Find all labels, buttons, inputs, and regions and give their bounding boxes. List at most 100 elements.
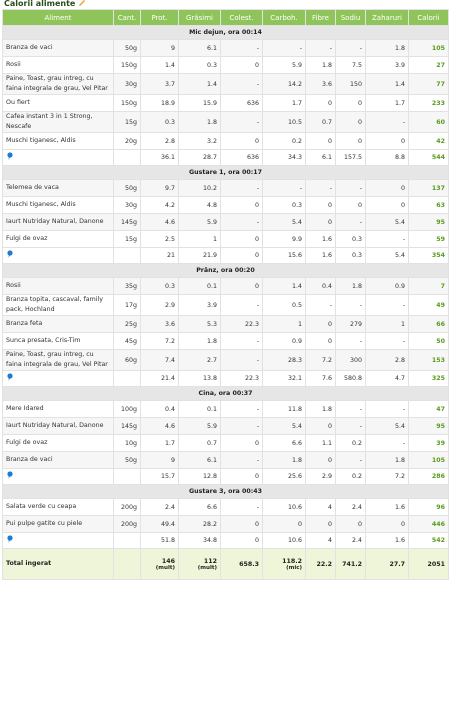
cell: 27 [408,56,449,74]
food-name: Pui pulpe gatite cu piele [2,515,114,533]
cell: 25g [113,315,141,333]
food-name: Branza de vaci [2,39,114,57]
cell: 150g [113,56,141,74]
cell: 3.6 [305,73,336,95]
cell: 145g [113,213,141,231]
cell: - [335,417,366,435]
cell: - [220,349,263,371]
table-body: Mic dejun, ora 00:14 Branza de vaci 50g 9 6.… [2,25,449,580]
cell: - [220,111,263,133]
pin-icon[interactable] [6,372,14,381]
cell: - [262,179,306,197]
cell: 233 [408,94,449,112]
total-value: 146 [161,557,175,565]
cell: 6.1 [178,39,221,57]
cell: - [335,294,366,316]
edit-icon[interactable] [78,0,86,6]
cell: 6.1 [178,451,221,469]
cell: 47 [408,400,449,418]
cell: 0 [220,230,263,248]
cell: 1.4 [365,73,409,95]
column-header: Prot. [140,9,179,26]
total-cell: 27.7 [365,548,409,580]
cell: 1.8 [335,277,366,295]
food-name: Iaurt Nutriday Natural, Danone [2,417,114,435]
cell: 4.6 [140,213,179,231]
cell: 3.7 [140,73,179,95]
cell: 100g [113,400,141,418]
cell: 0 [335,111,366,133]
section-row: Cina, ora 00:37 [2,386,449,401]
cell: - [335,179,366,197]
food-row: Cafea instant 3 in 1 Strong, Nescafe 15g 0… [2,111,449,133]
food-row: Sunca presata, Cris-Tim 45g 7.2 1.8-0.9 0- -5… [2,332,449,350]
pin-icon[interactable] [6,151,14,160]
subtotal-cell: 2.4 [335,532,366,549]
cell: 1.4 [178,73,221,95]
cell: - [335,400,366,418]
cell: 14.2 [262,73,306,95]
subtotal-cell: 15.6 [262,247,306,264]
food-row: Iaurt Nutriday Natural, Danone 145g 4.6 5.9… [2,417,449,435]
cell: 7 [408,277,449,295]
cell: 1.8 [178,111,221,133]
cell: 1.1 [305,434,336,452]
cell: 0 [365,179,409,197]
pin-icon[interactable] [6,534,14,543]
cell: 150g [113,94,141,112]
cell: 77 [408,73,449,95]
cell: - [335,39,366,57]
cell: 0.3 [262,196,306,214]
pin-icon[interactable] [6,249,14,258]
subtotal-cell: 51.8 [140,532,179,549]
subtotal-cell: 157.5 [335,149,366,166]
cell: - [220,294,263,316]
cell: 1.4 [262,277,306,295]
cell: 11.8 [262,400,306,418]
cell: - [220,213,263,231]
cell: 60 [408,111,449,133]
food-row: Fulgi de ovaz 15g 2.5 1 0 9.9 1.6 0.3-59 [2,230,449,248]
cell: 0 [365,132,409,150]
cell: 105 [408,451,449,469]
cell: 2.4 [140,498,179,516]
cell: 6.6 [178,498,221,516]
cell: 0 [220,434,263,452]
cell: 0.2 [335,434,366,452]
cell: 0 [305,94,336,112]
cell: 0 [305,417,336,435]
subtotal-cell: 542 [408,532,449,549]
cell: - [335,451,366,469]
cell: 0 [220,56,263,74]
cell: 0 [335,94,366,112]
cell: - [220,73,263,95]
cell: 1.8 [178,332,221,350]
cell: 0.5 [262,294,306,316]
total-cell: 118.2 (mic) [262,548,306,580]
cell: 45g [113,332,141,350]
cell: 4 [305,498,336,516]
cell: 5.3 [178,315,221,333]
cell: 1.6 [305,230,336,248]
subtotal-cell: 25.6 [262,468,306,485]
cell: 145g [113,417,141,435]
title: Calorii alimente [0,0,450,9]
subtotal-cell: 12.8 [178,468,221,485]
subtotal-cell: 28.7 [178,149,221,166]
subtotal-cell: 5.4 [365,247,409,264]
section-title: Cina, ora 00:37 [2,386,449,401]
cell: 15.9 [178,94,221,112]
subtotal-row: 15.7 12.8 0 25.6 2.9 0.2 7.2 286 [2,468,449,485]
cell: 5.4 [262,213,306,231]
pin-icon[interactable] [6,470,14,479]
total-value: 22.2 [316,560,332,568]
cell: 0 [262,515,306,533]
subtotal-cell: 6.1 [305,149,336,166]
cell: - [365,230,409,248]
cell: 30g [113,196,141,214]
cell: 3.9 [178,294,221,316]
total-label: Total ingerat [2,548,114,580]
cell: 0 [305,213,336,231]
cell: 1.4 [140,56,179,74]
subtotal-cell: 21.9 [178,247,221,264]
